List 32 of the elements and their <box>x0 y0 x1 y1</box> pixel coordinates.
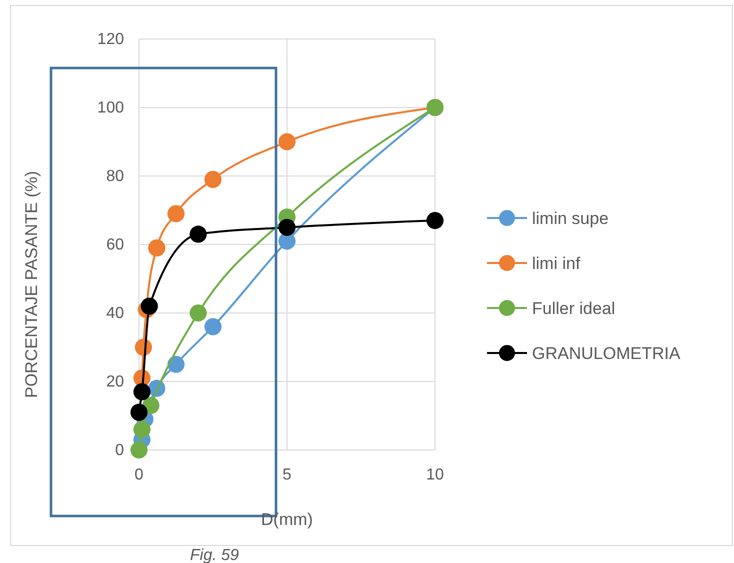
point <box>133 383 151 400</box>
x-tick-label: 10 <box>426 466 444 484</box>
caption: Fig. 59 <box>190 547 240 563</box>
point <box>426 212 444 230</box>
legend-label: limi inf <box>532 254 580 273</box>
y-tick-label: 120 <box>97 31 124 48</box>
y-tick-label: 60 <box>106 236 124 254</box>
y-axis-title: PORCENTAJE PASANTE (%) <box>22 170 41 398</box>
y-tick-label: 80 <box>106 168 124 186</box>
y-tick-label: 100 <box>97 100 124 117</box>
legend-label: GRANULOMETRIA <box>532 344 681 363</box>
point <box>133 420 151 438</box>
point <box>140 298 158 315</box>
y-tick-label: 0 <box>115 442 124 460</box>
legend-label: limin supe <box>532 208 609 228</box>
point <box>190 226 207 243</box>
point <box>278 133 296 150</box>
point <box>190 304 207 322</box>
point <box>148 239 166 256</box>
y-tick-label: 20 <box>106 374 124 391</box>
point <box>130 441 148 459</box>
y-tick-label: 40 <box>106 305 124 322</box>
point <box>130 404 148 421</box>
legend-label: Fuller ideal <box>532 298 616 318</box>
point <box>167 356 185 373</box>
x-tick-label: 0 <box>134 466 144 484</box>
point <box>204 318 222 336</box>
point <box>278 218 296 236</box>
x-axis-title: D(mm) <box>261 510 313 529</box>
x-tick-label: 5 <box>282 466 292 484</box>
point <box>204 170 222 188</box>
point <box>167 205 185 222</box>
